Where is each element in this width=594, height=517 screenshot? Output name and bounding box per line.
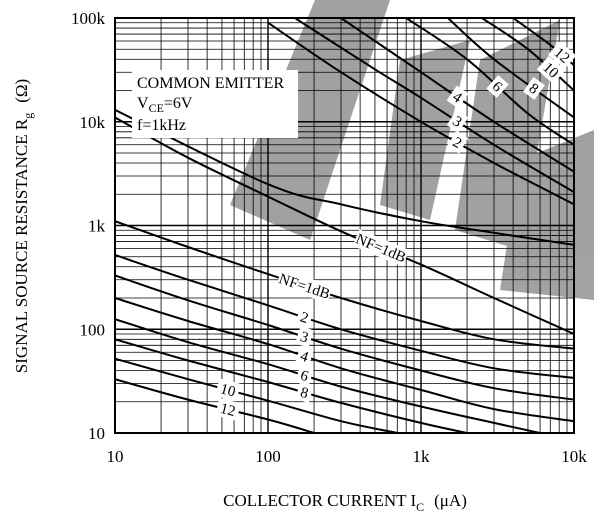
curve-label-lower-10: 2 bbox=[295, 306, 314, 329]
y-tick-label: 100k bbox=[71, 9, 106, 28]
y-tick-label: 10 bbox=[88, 424, 105, 443]
y-tick-label: 100 bbox=[80, 320, 106, 339]
curve-label-upper-2: 2 bbox=[446, 131, 469, 154]
curve-label-upper-5: 6 bbox=[486, 75, 509, 98]
curve-label-text: NF=1dB bbox=[353, 231, 408, 266]
y-tick-labels: 10 100 1k 10k 100k bbox=[71, 9, 106, 443]
curve-label-upper-3: 3 bbox=[446, 109, 469, 133]
x-axis-title: COLLECTOR CURRENT IC (μA) bbox=[223, 491, 467, 514]
x-tick-label: 1k bbox=[413, 447, 431, 466]
series-line-lower-9 bbox=[115, 220, 574, 350]
x-tick-label: 10 bbox=[107, 447, 124, 466]
curve-label-upper-0: NF=1dB bbox=[352, 229, 410, 267]
curve-label-upper-6: 8 bbox=[523, 77, 545, 100]
series-line-lower-11 bbox=[115, 274, 574, 401]
curve-label-lower-13: 6 bbox=[295, 364, 314, 387]
curve-label-lower-14: 8 bbox=[295, 381, 314, 404]
series-line-upper-0 bbox=[115, 116, 574, 335]
x-tick-labels: 10 100 1k 10k bbox=[107, 447, 588, 466]
series-line-upper-3 bbox=[294, 18, 574, 193]
curve-label-text: 8 bbox=[298, 385, 310, 402]
curve-label-lower-16: 12 bbox=[215, 398, 241, 421]
curve-label-lower-11: 3 bbox=[295, 326, 314, 348]
curve-label-lower-12: 4 bbox=[295, 345, 314, 367]
curve-label-text: 10 bbox=[218, 381, 237, 400]
conditions-line-1: COMMON EMITTER bbox=[137, 75, 284, 92]
series-line-lower-10 bbox=[115, 254, 574, 379]
x-tick-label: 10k bbox=[561, 447, 587, 466]
conditions-line-2: VCE=6V bbox=[137, 95, 193, 115]
curve-label-upper-4: 4 bbox=[446, 85, 469, 109]
y-axis-title: SIGNAL SOURCE RESISTANCE Rg(Ω) bbox=[12, 79, 35, 373]
series-line-middle-1 bbox=[115, 109, 574, 246]
conditions-line-3: f=1kHz bbox=[137, 117, 186, 134]
series-line-lower-13 bbox=[115, 318, 541, 433]
y-tick-label: 1k bbox=[88, 217, 106, 236]
series-line-lower-15 bbox=[115, 357, 398, 433]
conditions-box: COMMON EMITTER VCE=6V f=1kHz bbox=[132, 70, 298, 138]
series-line-lower-12 bbox=[115, 297, 574, 423]
curve-label-upper-7: 10 bbox=[536, 55, 566, 84]
x-tick-label: 100 bbox=[255, 447, 281, 466]
plot-frame bbox=[114, 17, 575, 434]
y-tick-label: 10k bbox=[80, 113, 106, 132]
curve-group bbox=[115, 18, 574, 433]
series-line-upper-2 bbox=[267, 21, 574, 206]
curve-label-lower-15: 10 bbox=[215, 378, 241, 402]
curve-label-text: 12 bbox=[219, 401, 237, 420]
curve-label-upper-8: 12 bbox=[547, 41, 577, 70]
series-line-upper-7 bbox=[481, 18, 574, 92]
series-line-upper-6 bbox=[447, 18, 574, 119]
